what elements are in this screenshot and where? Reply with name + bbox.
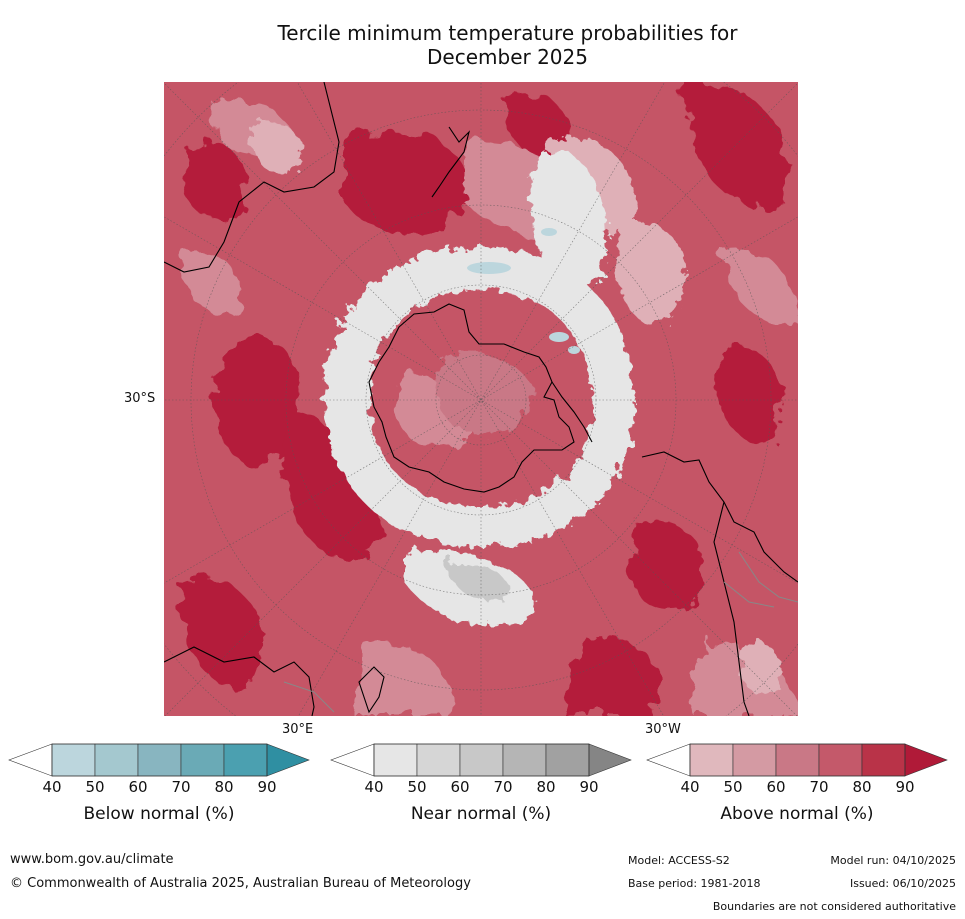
below-swatch-40-50 [51,743,96,777]
below-swatch-50-60 [94,743,139,777]
above-tick-50: 50 [723,778,743,796]
below-tick-40: 40 [42,778,62,796]
above-tick-90: 90 [895,778,915,796]
near-tick-40: 40 [364,778,384,796]
below-swatch-over [266,743,310,777]
above-tick-40: 40 [680,778,700,796]
africa-coast [164,646,315,716]
new-zealand-coast [431,126,471,198]
latitude-label-30s: 30°S [124,391,156,406]
below-normal-patches [467,228,580,354]
map-title: Tercile minimum temperature probabilitie… [0,21,965,69]
near-swatch-40-50 [373,743,418,777]
model-name: Model: ACCESS-S2 [628,854,730,867]
antarctica-coast [368,303,575,493]
near-swatch-under [330,743,375,777]
colorbar-above-swatches [646,743,948,777]
colorbar-below-swatches [8,743,310,777]
south-america-west-coast [713,501,750,716]
polar-probability-map [164,82,798,716]
above-swatch-under [646,743,691,777]
colorbar-near-swatches [330,743,632,777]
below-swatch-under [8,743,53,777]
above-swatch-50-60 [732,743,777,777]
title-line-1: Tercile minimum temperature probabilitie… [277,21,738,45]
below-tick-60: 60 [128,778,148,796]
near-normal-label: Near normal (%) [410,804,552,824]
near-tick-80: 80 [536,778,556,796]
map-svg [164,82,798,716]
longitude-label-30w: 30°W [645,722,681,737]
above-tick-70: 70 [809,778,829,796]
above-tick-80: 80 [852,778,872,796]
graticule [164,82,798,716]
model-run-date: Model run: 04/10/2025 [830,854,956,867]
below-tick-80: 80 [214,778,234,796]
above-tick-60: 60 [766,778,786,796]
near-swatch-over [588,743,632,777]
australia-coast [164,82,340,273]
antarctic-peninsula-coast [551,381,593,443]
above-swatch-80-90 [861,743,906,777]
colorbar-below-normal: 40 50 60 70 80 90 Below normal (%) [8,740,310,824]
near-swatch-50-60 [416,743,461,777]
issued-date: Issued: 06/10/2025 [849,877,956,890]
above-normal-moderate-areas [182,100,798,716]
below-swatch-60-70 [137,743,182,777]
madagascar-coast [358,666,385,714]
colorbar-above-normal: 40 50 60 70 80 90 Above normal (%) [646,740,948,824]
copyright-text: © Commonwealth of Australia 2025, Austra… [10,876,471,891]
above-swatch-60-70 [775,743,820,777]
below-swatch-80-90 [223,743,268,777]
above-normal-strong-areas [182,82,788,716]
political-borders [283,551,798,713]
below-tick-70: 70 [171,778,191,796]
near-swatch-80-90 [545,743,590,777]
above-swatch-40-50 [689,743,734,777]
near-tick-50: 50 [407,778,427,796]
above-swatch-70-80 [818,743,863,777]
below-tick-90: 90 [257,778,277,796]
longitude-label-30e: 30°E [282,722,314,737]
base-period: Base period: 1981-2018 [628,877,761,890]
below-swatch-70-80 [180,743,225,777]
near-tick-60: 60 [450,778,470,796]
boundary-disclaimer: Boundaries are not considered authoritat… [712,900,956,913]
colorbar-near-normal: 40 50 60 70 80 90 Near normal (%) [330,740,632,824]
near-normal-ring [324,151,634,627]
near-tick-90: 90 [579,778,599,796]
website-link[interactable]: www.bom.gov.au/climate [10,852,174,867]
near-swatch-60-70 [459,743,504,777]
near-tick-70: 70 [493,778,513,796]
below-tick-50: 50 [85,778,105,796]
above-normal-label: Above normal (%) [720,804,874,824]
coastlines [164,82,798,716]
below-normal-label: Below normal (%) [83,804,235,824]
title-line-2: December 2025 [427,45,588,69]
above-swatch-over [904,743,948,777]
near-swatch-70-80 [502,743,547,777]
